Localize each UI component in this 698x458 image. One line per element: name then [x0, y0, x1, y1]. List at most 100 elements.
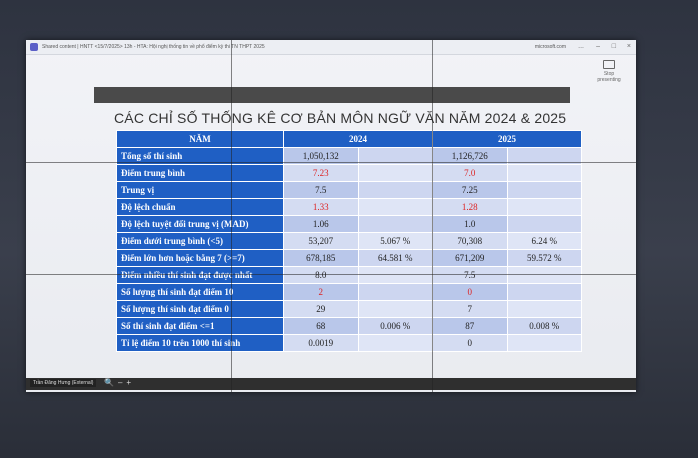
value-2024: 1,050,132 — [283, 147, 359, 165]
value-2025: 7.25 — [432, 181, 508, 199]
row-label: Điểm dưới trung bình (<5) — [116, 232, 284, 250]
teams-app-icon — [30, 43, 38, 51]
table-row: Độ lệch tuyệt đối trung vị (MAD) 1.06 1.0 — [116, 215, 582, 233]
window-titlebar: Shared content | HNTT <15/7/2025> 13h - … — [26, 40, 636, 55]
zoom-icon[interactable]: 🔍 — [104, 378, 118, 387]
percent-2024 — [357, 283, 433, 301]
table-row: Tổng số thí sinh 1,050,132 1,126,726 — [116, 147, 582, 165]
table-row: Điểm dưới trung bình (<5) 53,207 5.067 % 70… — [116, 232, 582, 250]
row-label: Điểm lớn hơn hoặc bằng 7 (>=7) — [116, 249, 284, 267]
row-label: Số thí sinh đạt điểm <=1 — [116, 317, 284, 335]
value-2025: 87 — [432, 317, 508, 335]
percent-2024: 0.006 % — [357, 317, 433, 335]
value-2025: 7 — [432, 300, 508, 318]
value-2024: 68 — [283, 317, 359, 335]
percent-2025 — [506, 266, 582, 284]
presenter-name: Trần Đăng Hưng (External) — [30, 379, 97, 387]
row-label: Số lượng thí sinh đạt điểm 10 — [116, 283, 284, 301]
table-header-row: NĂM 2024 2025 — [116, 130, 582, 148]
row-label: Điểm trung bình — [116, 164, 284, 182]
table-row: Số lượng thí sinh đạt điểm 0 29 7 — [116, 300, 582, 318]
row-label: Tỉ lệ điểm 10 trên 1000 thí sinh — [116, 334, 284, 352]
value-2024: 2 — [283, 283, 359, 301]
screen-seam-vertical — [231, 40, 232, 392]
value-2024: 7.5 — [283, 181, 359, 199]
table-row: Điểm lớn hơn hoặc bằng 7 (>=7) 678,185 64.… — [116, 249, 582, 267]
stop-presenting-button[interactable]: Stop presenting — [596, 60, 622, 83]
value-2024: 678,185 — [283, 249, 359, 267]
window-title: Shared content | HNTT <15/7/2025> 13h - … — [42, 44, 265, 50]
percent-2024 — [357, 147, 433, 165]
table-row: Số lượng thí sinh đạt điểm 10 2 0 — [116, 283, 582, 301]
projector-screen: Shared content | HNTT <15/7/2025> 13h - … — [26, 40, 636, 392]
row-label: Độ lệch tuyệt đối trung vị (MAD) — [116, 215, 284, 233]
value-2024: 8.0 — [283, 266, 359, 284]
stop-presenting-label: Stop presenting — [597, 71, 621, 83]
value-2024: 0.0019 — [283, 334, 359, 352]
percent-2024 — [357, 266, 433, 284]
header-2024: 2024 — [283, 130, 433, 148]
percent-2025 — [506, 164, 582, 182]
percent-2025: 6.24 % — [506, 232, 582, 250]
close-button[interactable]: × — [626, 43, 631, 50]
row-label: Trung vị — [116, 181, 284, 199]
table-row: Tỉ lệ điểm 10 trên 1000 thí sinh 0.0019 0 — [116, 334, 582, 352]
row-label: Độ lệch chuẩn — [116, 198, 284, 216]
slide-title: CÁC CHỈ SỐ THỐNG KÊ CƠ BẢN MÔN NGỮ VĂN N… — [114, 110, 567, 126]
minimize-button[interactable]: – — [596, 43, 600, 50]
value-2024: 1.06 — [283, 215, 359, 233]
percent-2025: 59.572 % — [506, 249, 582, 267]
value-2025: 1.0 — [432, 215, 508, 233]
percent-2024 — [357, 198, 433, 216]
value-2025: 7.0 — [432, 164, 508, 182]
table-row: Điểm nhiều thí sinh đạt được nhất 8.0 7.5 — [116, 266, 582, 284]
percent-2024 — [357, 181, 433, 199]
percent-2024: 64.581 % — [357, 249, 433, 267]
more-options-button[interactable]: ... — [578, 43, 584, 50]
value-2024: 53,207 — [283, 232, 359, 250]
value-2025: 70,308 — [432, 232, 508, 250]
screen-share-icon — [603, 60, 615, 69]
zoom-out-button[interactable]: – — [117, 378, 127, 387]
percent-2025 — [506, 198, 582, 216]
zoom-controls: 🔍–+ — [104, 378, 135, 387]
percent-2025 — [506, 283, 582, 301]
screen-seam-vertical — [432, 40, 433, 392]
percent-2025: 0.008 % — [506, 317, 582, 335]
row-label: Tổng số thí sinh — [116, 147, 284, 165]
percent-2024 — [357, 300, 433, 318]
screen-seam-horizontal — [26, 274, 636, 275]
percent-2025 — [506, 215, 582, 233]
table-row: Điểm trung bình 7.23 7.0 — [116, 164, 582, 182]
table-row: Trung vị 7.5 7.25 — [116, 181, 582, 199]
value-2025: 671,209 — [432, 249, 508, 267]
source-label: microsoft.com — [534, 44, 566, 50]
percent-2025 — [506, 181, 582, 199]
row-label: Điểm nhiều thí sinh đạt được nhất — [116, 266, 284, 284]
value-2025: 1.28 — [432, 198, 508, 216]
header-2025: 2025 — [432, 130, 582, 148]
row-label: Số lượng thí sinh đạt điểm 0 — [116, 300, 284, 318]
table-row: Số thí sinh đạt điểm <=1 68 0.006 % 87 0.008… — [116, 317, 582, 335]
statistics-table: NĂM 2024 2025 Tổng số thí sinh 1,050,132 1… — [116, 130, 582, 352]
value-2025: 0 — [432, 334, 508, 352]
value-2024: 7.23 — [283, 164, 359, 182]
percent-2025 — [506, 300, 582, 318]
meeting-bottom-bar: Trần Đăng Hưng (External) 🔍–+ — [26, 378, 636, 390]
value-2025: 0 — [432, 283, 508, 301]
slide-header-bar — [94, 87, 570, 103]
percent-2024 — [357, 215, 433, 233]
percent-2025 — [506, 334, 582, 352]
value-2025: 7.5 — [432, 266, 508, 284]
table-row: Độ lệch chuẩn 1.33 1.28 — [116, 198, 582, 216]
percent-2024: 5.067 % — [357, 232, 433, 250]
header-year: NĂM — [116, 130, 284, 148]
value-2024: 1.33 — [283, 198, 359, 216]
value-2024: 29 — [283, 300, 359, 318]
percent-2024 — [357, 334, 433, 352]
percent-2025 — [506, 147, 582, 165]
screen-seam-horizontal — [26, 162, 636, 163]
zoom-in-button[interactable]: + — [126, 378, 136, 387]
maximize-button[interactable]: □ — [611, 43, 616, 50]
percent-2024 — [357, 164, 433, 182]
